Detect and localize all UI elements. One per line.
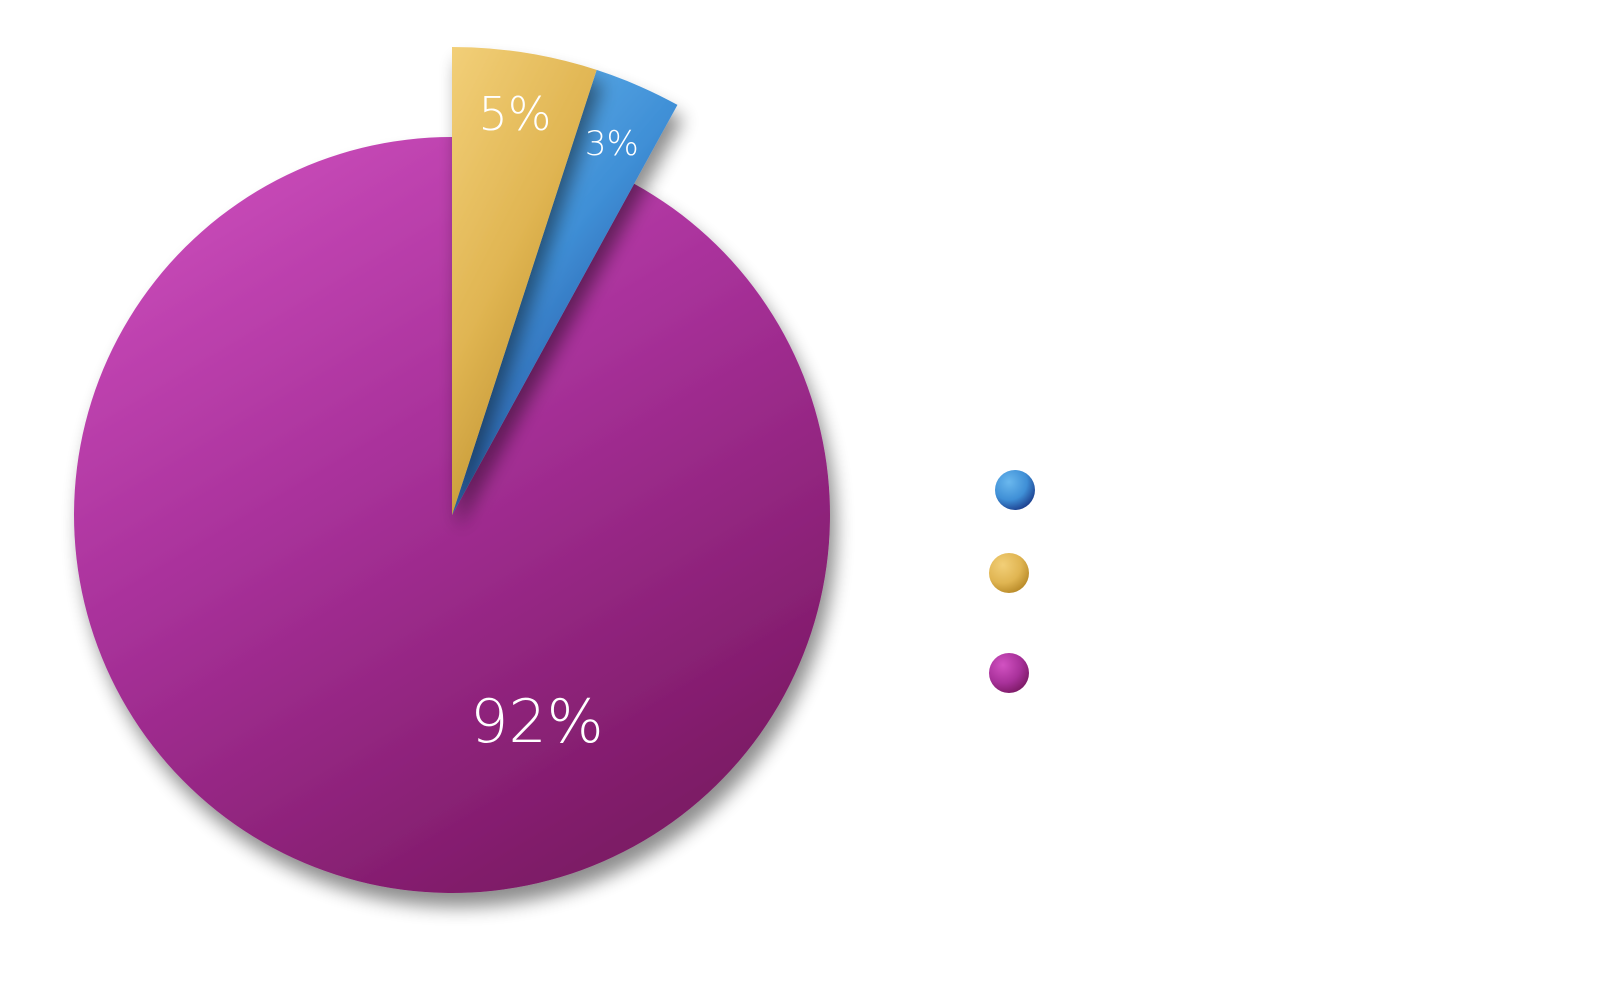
pie-slice-label-blue: 3% xyxy=(585,124,639,164)
legend-marker-magenta xyxy=(989,653,1029,693)
pie-slice-blue xyxy=(452,69,678,515)
pie-slice-label-gold: 5% xyxy=(478,87,551,141)
pie-slice-label-magenta: 92% xyxy=(470,687,603,757)
pie-slice-magenta xyxy=(73,137,831,893)
legend xyxy=(989,470,1035,693)
pie-slice-labels: 92% 3% 5% xyxy=(470,87,639,757)
pie-slices xyxy=(73,47,831,893)
legend-marker-gold xyxy=(989,553,1029,593)
legend-marker-blue xyxy=(995,470,1035,510)
pie-slice-gold xyxy=(452,47,597,515)
